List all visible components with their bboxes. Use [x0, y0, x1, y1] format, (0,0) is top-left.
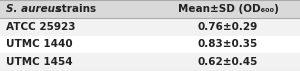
Text: UTMC 1440: UTMC 1440: [6, 39, 73, 49]
Text: strains: strains: [52, 4, 97, 14]
FancyBboxPatch shape: [0, 0, 300, 18]
Text: ATCC 25923: ATCC 25923: [6, 22, 76, 32]
Text: UTMC 1454: UTMC 1454: [6, 57, 73, 67]
FancyBboxPatch shape: [0, 18, 300, 36]
Text: 0.62±0.45: 0.62±0.45: [198, 57, 258, 67]
FancyBboxPatch shape: [0, 53, 300, 71]
FancyBboxPatch shape: [0, 36, 300, 53]
Text: 0.83±0.35: 0.83±0.35: [198, 39, 258, 49]
Text: 0.76±0.29: 0.76±0.29: [198, 22, 258, 32]
Text: S. aureus: S. aureus: [6, 4, 61, 14]
Text: Mean±SD (OD₆₀₀): Mean±SD (OD₆₀₀): [178, 4, 278, 14]
